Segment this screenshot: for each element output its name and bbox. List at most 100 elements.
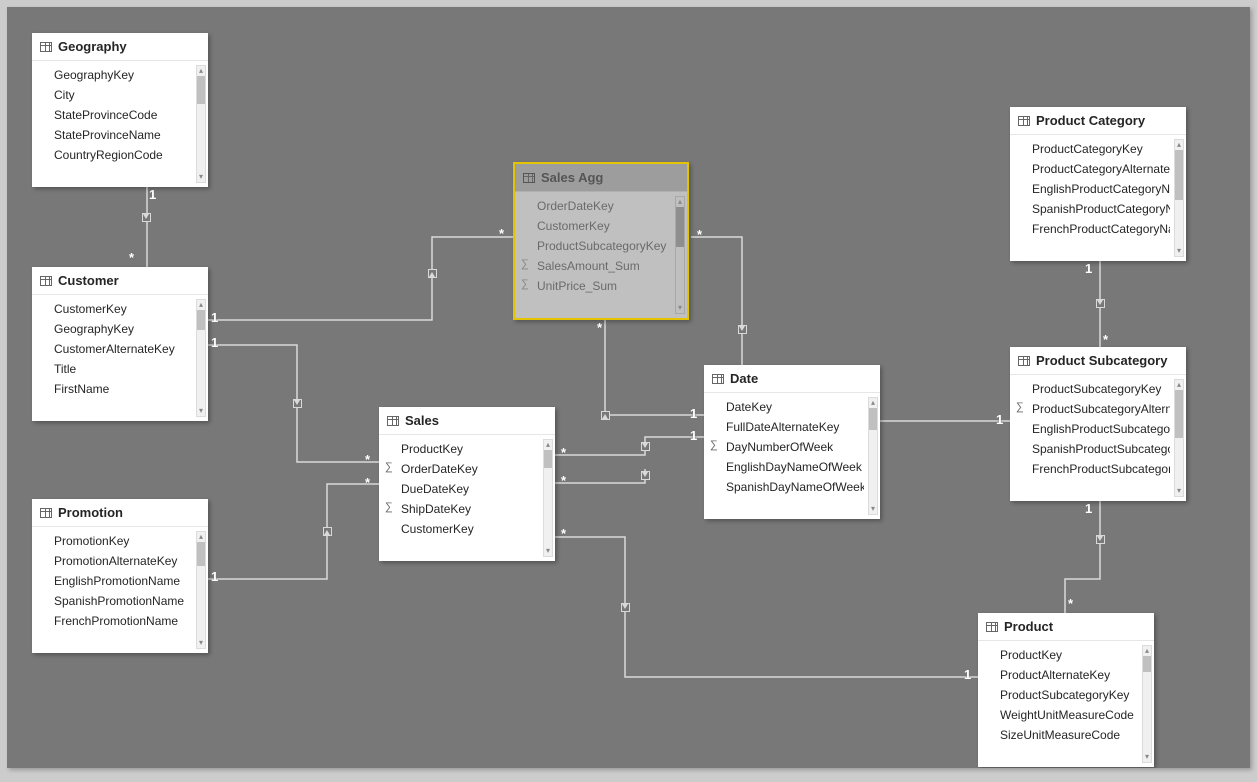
scrollbar[interactable]: ▴▾ bbox=[196, 65, 206, 183]
scroll-up-arrow[interactable]: ▴ bbox=[1143, 646, 1151, 656]
field-row[interactable]: SpanishProductSubcategoryName bbox=[1014, 439, 1170, 459]
field-row[interactable]: OrderDateKey bbox=[519, 196, 671, 216]
field-row[interactable]: CustomerKey bbox=[519, 216, 671, 236]
table-card-product_category[interactable]: Product Category ProductCategoryKeyProduc… bbox=[1010, 107, 1186, 261]
relationship-sales-product[interactable] bbox=[555, 537, 978, 677]
field-row[interactable]: EnglishPromotionName bbox=[36, 571, 192, 591]
table-header[interactable]: Product Category bbox=[1010, 107, 1186, 135]
scrollbar[interactable]: ▴▾ bbox=[868, 397, 878, 515]
scrollbar[interactable]: ▴▾ bbox=[675, 196, 685, 314]
scroll-up-arrow[interactable]: ▴ bbox=[544, 440, 552, 450]
table-header[interactable]: Sales bbox=[379, 407, 555, 435]
field-row[interactable]: ProductCategoryKey bbox=[1014, 139, 1170, 159]
field-row[interactable]: ∑OrderDateKey bbox=[383, 459, 539, 479]
table-card-product[interactable]: Product ProductKeyProductAlternateKeyProd… bbox=[978, 613, 1154, 767]
scroll-up-arrow[interactable]: ▴ bbox=[676, 197, 684, 207]
scroll-down-arrow[interactable]: ▾ bbox=[1175, 486, 1183, 496]
scrollbar[interactable]: ▴▾ bbox=[1142, 645, 1152, 763]
model-diagram-canvas[interactable]: 1*1*1*1*1*1***1*11*1*GeographyGeographyK… bbox=[7, 7, 1250, 768]
field-row[interactable]: ProductCategoryAlternateKey bbox=[1014, 159, 1170, 179]
relationship-customer-salesagg[interactable] bbox=[208, 237, 513, 320]
field-row[interactable]: FirstName bbox=[36, 379, 192, 399]
field-row[interactable]: FrenchProductSubcategoryName bbox=[1014, 459, 1170, 479]
field-row[interactable]: FrenchProductCategoryName bbox=[1014, 219, 1170, 239]
field-row[interactable]: ProductSubcategoryKey bbox=[519, 236, 671, 256]
scroll-thumb[interactable] bbox=[1175, 150, 1183, 200]
field-row[interactable]: EnglishDayNameOfWeek bbox=[708, 457, 864, 477]
scroll-up-arrow[interactable]: ▴ bbox=[1175, 140, 1183, 150]
table-card-sales_agg[interactable]: Sales Agg OrderDateKeyCustomerKeyProductS… bbox=[513, 162, 689, 320]
scroll-down-arrow[interactable]: ▾ bbox=[197, 406, 205, 416]
field-row[interactable]: FullDateAlternateKey bbox=[708, 417, 864, 437]
field-row[interactable]: ProductKey bbox=[982, 645, 1138, 665]
scroll-down-arrow[interactable]: ▾ bbox=[197, 172, 205, 182]
scroll-up-arrow[interactable]: ▴ bbox=[1175, 380, 1183, 390]
field-row[interactable]: City bbox=[36, 85, 192, 105]
scroll-thumb[interactable] bbox=[869, 408, 877, 430]
scroll-thumb[interactable] bbox=[197, 542, 205, 566]
field-row[interactable]: DueDateKey bbox=[383, 479, 539, 499]
field-row[interactable]: CustomerKey bbox=[36, 299, 192, 319]
field-row[interactable]: CustomerKey bbox=[383, 519, 539, 539]
scroll-down-arrow[interactable]: ▾ bbox=[1143, 752, 1151, 762]
field-row[interactable]: ProductSubcategoryKey bbox=[982, 685, 1138, 705]
field-row[interactable]: SizeUnitMeasureCode bbox=[982, 725, 1138, 745]
scroll-down-arrow[interactable]: ▾ bbox=[1175, 246, 1183, 256]
field-row[interactable]: ∑ProductSubcategoryAlternateKey bbox=[1014, 399, 1170, 419]
field-row[interactable]: SpanishPromotionName bbox=[36, 591, 192, 611]
field-row[interactable]: ∑UnitPrice_Sum bbox=[519, 276, 671, 296]
field-row[interactable]: GeographyKey bbox=[36, 65, 192, 85]
table-header[interactable]: Product bbox=[978, 613, 1154, 641]
table-card-date[interactable]: Date DateKeyFullDateAlternateKey∑DayNumbe… bbox=[704, 365, 880, 519]
table-header[interactable]: Product Subcategory bbox=[1010, 347, 1186, 375]
scroll-thumb[interactable] bbox=[1143, 656, 1151, 672]
table-card-geography[interactable]: Geography GeographyKeyCityStateProvinceCo… bbox=[32, 33, 208, 187]
relationship-customer-sales[interactable] bbox=[208, 345, 379, 462]
field-row[interactable]: EnglishProductSubcategoryName bbox=[1014, 419, 1170, 439]
field-row[interactable]: ∑ShipDateKey bbox=[383, 499, 539, 519]
field-row[interactable]: ProductKey bbox=[383, 439, 539, 459]
table-card-customer[interactable]: Customer CustomerKeyGeographyKeyCustomerA… bbox=[32, 267, 208, 421]
relationship-promotion-sales[interactable] bbox=[208, 484, 379, 579]
scrollbar[interactable]: ▴▾ bbox=[1174, 139, 1184, 257]
field-row[interactable]: ProductSubcategoryKey bbox=[1014, 379, 1170, 399]
relationship-subcat-product[interactable] bbox=[1065, 499, 1100, 613]
field-row[interactable]: PromotionKey bbox=[36, 531, 192, 551]
table-header[interactable]: Date bbox=[704, 365, 880, 393]
field-row[interactable]: DateKey bbox=[708, 397, 864, 417]
field-row[interactable]: SpanishDayNameOfWeek bbox=[708, 477, 864, 497]
scrollbar[interactable]: ▴▾ bbox=[196, 299, 206, 417]
scroll-down-arrow[interactable]: ▾ bbox=[544, 546, 552, 556]
table-card-product_subcategory[interactable]: Product Subcategory ProductSubcategoryKey… bbox=[1010, 347, 1186, 501]
field-row[interactable]: ∑DayNumberOfWeek bbox=[708, 437, 864, 457]
scroll-up-arrow[interactable]: ▴ bbox=[197, 300, 205, 310]
scroll-down-arrow[interactable]: ▾ bbox=[676, 303, 684, 313]
field-row[interactable]: PromotionAlternateKey bbox=[36, 551, 192, 571]
scroll-thumb[interactable] bbox=[197, 310, 205, 330]
relationship-date-salesagg[interactable] bbox=[605, 314, 704, 415]
scroll-thumb[interactable] bbox=[544, 450, 552, 468]
field-row[interactable]: StateProvinceCode bbox=[36, 105, 192, 125]
scrollbar[interactable]: ▴▾ bbox=[1174, 379, 1184, 497]
field-row[interactable]: SpanishProductCategoryName bbox=[1014, 199, 1170, 219]
field-row[interactable]: StateProvinceName bbox=[36, 125, 192, 145]
table-header[interactable]: Sales Agg bbox=[515, 164, 687, 192]
field-row[interactable]: ∑SalesAmount_Sum bbox=[519, 256, 671, 276]
scroll-thumb[interactable] bbox=[197, 76, 205, 104]
field-row[interactable]: ProductAlternateKey bbox=[982, 665, 1138, 685]
table-card-promotion[interactable]: Promotion PromotionKeyPromotionAlternateK… bbox=[32, 499, 208, 653]
field-row[interactable]: EnglishProductCategoryName bbox=[1014, 179, 1170, 199]
field-row[interactable]: WeightUnitMeasureCode bbox=[982, 705, 1138, 725]
scroll-up-arrow[interactable]: ▴ bbox=[197, 532, 205, 542]
scroll-down-arrow[interactable]: ▾ bbox=[197, 638, 205, 648]
table-header[interactable]: Geography bbox=[32, 33, 208, 61]
field-row[interactable]: GeographyKey bbox=[36, 319, 192, 339]
scroll-down-arrow[interactable]: ▾ bbox=[869, 504, 877, 514]
field-row[interactable]: CountryRegionCode bbox=[36, 145, 192, 165]
table-header[interactable]: Promotion bbox=[32, 499, 208, 527]
table-header[interactable]: Customer bbox=[32, 267, 208, 295]
field-row[interactable]: CustomerAlternateKey bbox=[36, 339, 192, 359]
scroll-up-arrow[interactable]: ▴ bbox=[869, 398, 877, 408]
table-card-sales[interactable]: Sales ProductKey∑OrderDateKeyDueDateKey∑S… bbox=[379, 407, 555, 561]
field-row[interactable]: FrenchPromotionName bbox=[36, 611, 192, 631]
